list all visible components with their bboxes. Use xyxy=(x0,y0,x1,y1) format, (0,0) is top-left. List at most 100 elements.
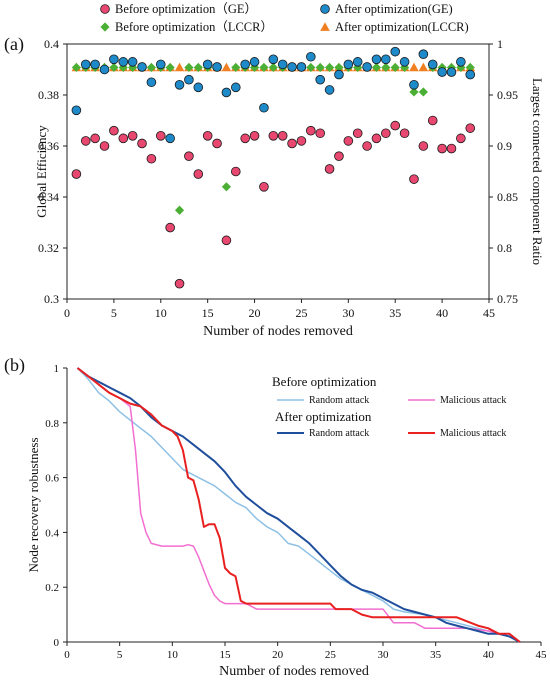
series-line-3 xyxy=(76,367,521,643)
x-tick-label: 15 xyxy=(220,649,232,661)
legend-item: Random attack xyxy=(277,428,369,439)
data-point xyxy=(306,125,316,136)
data-point xyxy=(90,133,100,144)
y-tick-label: 0.4 xyxy=(45,527,59,539)
data-point xyxy=(221,87,232,98)
data-point xyxy=(306,62,316,73)
data-point xyxy=(184,62,194,73)
data-point xyxy=(240,59,250,70)
x-tick-label: 30 xyxy=(378,649,390,661)
y2-tick-label: 1 xyxy=(497,37,503,51)
data-point xyxy=(315,62,325,73)
plot-frame xyxy=(66,43,490,300)
y2-tick-label: 0.75 xyxy=(497,292,518,306)
data-point xyxy=(446,143,457,154)
data-point xyxy=(296,136,307,146)
y-axis-label: Global Efficiency xyxy=(34,125,49,218)
data-point xyxy=(296,62,307,72)
data-point xyxy=(324,62,335,73)
y-tick-label: 1 xyxy=(54,363,60,375)
data-point xyxy=(231,166,241,177)
x-tick-label: 45 xyxy=(536,649,548,661)
data-point xyxy=(155,59,166,70)
y-tick-label: 0.38 xyxy=(38,88,59,102)
data-point xyxy=(268,62,278,73)
data-point xyxy=(427,115,438,126)
data-point xyxy=(343,59,354,70)
data-point xyxy=(249,131,260,141)
y-tick-label: 0.32 xyxy=(38,241,59,255)
legend-item: After optimization(GE) xyxy=(320,2,453,16)
y-tick-label: 0.4 xyxy=(44,37,59,51)
y-tick-label: 0.2 xyxy=(45,582,59,594)
y-tick-label: 0.36 xyxy=(38,139,59,153)
data-point xyxy=(268,54,279,65)
y-tick-label: 0.3 xyxy=(44,292,59,306)
data-point xyxy=(371,54,382,65)
data-point xyxy=(193,82,204,93)
series-line-4 xyxy=(76,367,521,643)
data-point xyxy=(193,169,204,179)
data-point xyxy=(221,62,232,72)
legend-item: Random attack xyxy=(277,395,369,406)
data-point xyxy=(334,69,344,80)
y2-axis-label: Largest connected component Ratio xyxy=(530,78,545,265)
x-tick-label: 20 xyxy=(272,649,284,661)
series-2 xyxy=(71,46,476,144)
y2-tick-label: 0.95 xyxy=(497,88,518,102)
data-point xyxy=(277,131,288,141)
data-point xyxy=(99,64,110,75)
data-point xyxy=(390,62,400,73)
legend-item: Malicious attack xyxy=(408,395,506,406)
data-point xyxy=(409,87,419,97)
data-point xyxy=(390,46,401,57)
data-point xyxy=(174,62,185,72)
data-point xyxy=(127,57,138,67)
data-point xyxy=(212,62,222,72)
data-point xyxy=(427,59,438,70)
x-tick-label: 25 xyxy=(325,649,337,661)
legend-label: Random attack xyxy=(309,395,369,406)
data-point xyxy=(137,62,147,72)
data-point xyxy=(268,131,279,141)
x-tick-label: 30 xyxy=(342,306,354,320)
data-point xyxy=(202,59,213,70)
data-point xyxy=(155,131,166,141)
series-1 xyxy=(71,115,476,289)
data-point xyxy=(99,141,110,151)
data-point xyxy=(174,278,185,289)
y2-tick-label: 0.85 xyxy=(497,190,518,204)
data-point xyxy=(259,62,269,73)
legend-item: Before optimization（LCCR） xyxy=(100,20,273,34)
data-point xyxy=(446,67,457,77)
legend-group-title: Before optimization xyxy=(272,374,377,389)
legend-marker xyxy=(100,4,110,14)
legend-marker xyxy=(320,22,330,31)
data-point xyxy=(418,87,428,97)
data-point xyxy=(456,62,466,73)
legend-marker xyxy=(320,4,330,14)
panel-label: (a) xyxy=(4,34,24,55)
data-point xyxy=(71,169,82,179)
x-axis-label: Number of nodes removed xyxy=(219,664,369,679)
data-point xyxy=(146,153,157,164)
data-point xyxy=(202,131,213,141)
data-point xyxy=(118,57,129,67)
legend-marker xyxy=(100,22,110,32)
data-point xyxy=(418,141,429,151)
data-point xyxy=(437,143,447,154)
data-point xyxy=(334,62,344,73)
data-point xyxy=(240,133,250,144)
data-point xyxy=(127,131,138,141)
series-line-2 xyxy=(77,367,521,643)
y-tick-label: 0 xyxy=(54,637,60,649)
data-point xyxy=(409,62,419,72)
x-tick-label: 10 xyxy=(167,649,179,661)
data-point xyxy=(165,222,175,233)
data-point xyxy=(174,205,185,215)
data-point xyxy=(371,62,382,73)
data-point xyxy=(109,125,119,136)
y2-tick-label: 0.8 xyxy=(497,241,512,255)
data-point xyxy=(399,57,410,67)
